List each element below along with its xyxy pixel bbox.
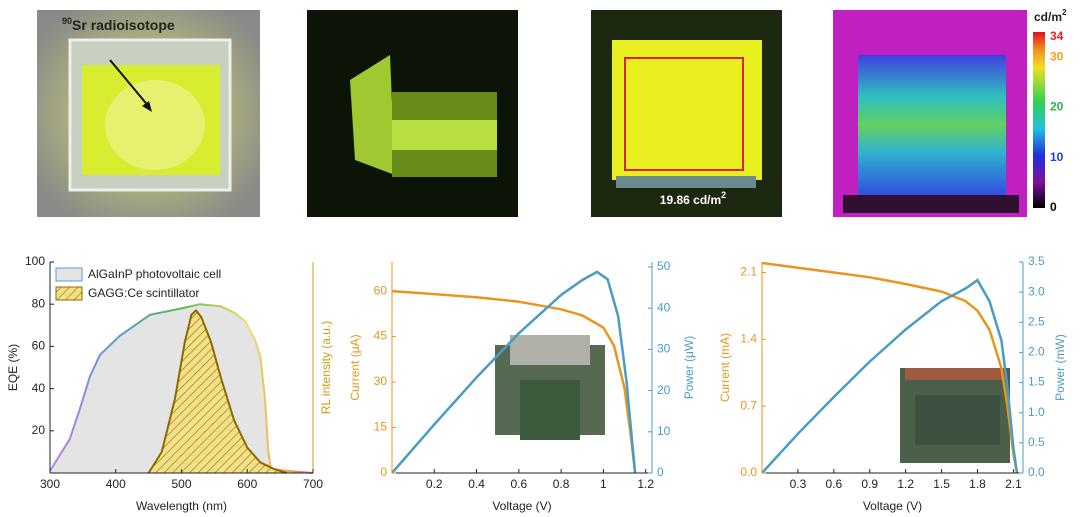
y2-tick-label: 1.0: [1028, 405, 1045, 419]
line: [391, 270, 637, 474]
y2-tick-label: 3.5: [1028, 254, 1045, 268]
y-tick-label: 0: [380, 465, 387, 479]
x-tick-label: 0.8: [553, 477, 570, 491]
colorbar-tick-label: 30: [1050, 49, 1064, 63]
y-tick-label: 40: [32, 381, 46, 395]
x-tick-label: 2.1: [1005, 477, 1022, 491]
y2-tick-label: 0.5: [1028, 435, 1045, 449]
y-tick-label: 30: [374, 374, 388, 388]
colorbar-unit: cd/m2: [1034, 8, 1067, 24]
colorbar-tick-label: 20: [1050, 100, 1064, 114]
photo-label: 19.86 cd/m2: [660, 190, 726, 207]
y-tick-label: 80: [32, 296, 46, 310]
x-axis-label: Wavelength (nm): [136, 499, 227, 513]
photo-glow: [307, 10, 518, 217]
y2-axis-label: Power (μW): [682, 336, 696, 400]
x-tick-label: 0.6: [510, 477, 527, 491]
colorbar-tick-label: 10: [1050, 150, 1064, 164]
x-tick-label: 400: [106, 477, 126, 491]
x-tick-label: 1.2: [637, 477, 654, 491]
area: [148, 310, 287, 473]
x-tick-label: 300: [40, 477, 60, 491]
y2-axis-label: RL intensity (a.u.): [319, 321, 333, 415]
x-tick-label: 1.5: [933, 477, 950, 491]
legend-label: GAGG:Ce scintillator: [88, 286, 199, 300]
legend-label: AlGaInP photovoltaic cell: [88, 267, 221, 281]
y2-tick-label: 10: [657, 424, 671, 438]
y2-tick-label: 3.0: [1028, 284, 1045, 298]
x-tick-label: 1.2: [897, 477, 914, 491]
colorbar-tick-label: 0: [1050, 200, 1057, 214]
photo-label: 90Sr radioisotope: [62, 16, 175, 32]
line: [49, 303, 314, 474]
photo-heatmap: [833, 10, 1027, 217]
x-tick-label: 0.4: [468, 477, 485, 491]
x-tick-label: 0.3: [790, 477, 807, 491]
inset-device-2: [900, 368, 1010, 463]
y-axis-label: Current (mA): [718, 333, 732, 402]
x-tick-label: 600: [237, 477, 257, 491]
y2-tick-label: 0: [657, 465, 664, 479]
x-tick-label: 0.2: [426, 477, 443, 491]
colorbar: [1033, 32, 1045, 208]
y2-tick-label: 2.5: [1028, 314, 1045, 328]
x-tick-label: 0.6: [825, 477, 842, 491]
line: [761, 261, 1019, 474]
y-tick-label: 0.7: [740, 398, 757, 412]
y-tick-label: 15: [374, 420, 388, 434]
x-axis-label: Voltage (V): [863, 499, 922, 513]
photo-panel: 19.86 cd/m2: [591, 10, 782, 217]
y-tick-label: 60: [32, 339, 46, 353]
legend-swatch: [55, 267, 83, 282]
y-axis-label: Current (μA): [348, 334, 362, 400]
legend-swatch: [55, 286, 83, 301]
x-tick-label: 500: [171, 477, 191, 491]
y2-tick-label: 2.0: [1028, 345, 1045, 359]
y-tick-label: 60: [374, 283, 388, 297]
photo-source: 90Sr radioisotope: [37, 10, 260, 217]
y2-tick-label: 50: [657, 259, 671, 273]
y2-axis-label: Power (mW): [1053, 334, 1067, 401]
y-tick-label: 0.0: [740, 465, 757, 479]
x-tick-label: 1.8: [969, 477, 986, 491]
inset-device-1: [495, 335, 605, 440]
x-tick-label: 0.9: [861, 477, 878, 491]
y2-tick-label: 30: [657, 342, 671, 356]
line: [147, 309, 288, 474]
y-tick-label: 100: [25, 254, 45, 268]
x-tick-label: 700: [303, 477, 323, 491]
line: [761, 278, 1019, 474]
y-tick-label: 45: [374, 329, 388, 343]
y-tick-label: 20: [32, 423, 46, 437]
line: [391, 289, 637, 474]
y2-tick-label: 20: [657, 383, 671, 397]
y-tick-label: 2.1: [740, 265, 757, 279]
colorbar-tick-label: 34: [1050, 29, 1064, 43]
x-tick-label: 1: [600, 477, 607, 491]
y2-tick-label: 40: [657, 300, 671, 314]
y2-tick-label: 0.0: [1028, 465, 1045, 479]
y-tick-label: 1.4: [740, 332, 757, 346]
y2-tick-label: 1.5: [1028, 375, 1045, 389]
y-axis-label: EQE (%): [6, 344, 20, 391]
x-axis-label: Voltage (V): [492, 499, 551, 513]
